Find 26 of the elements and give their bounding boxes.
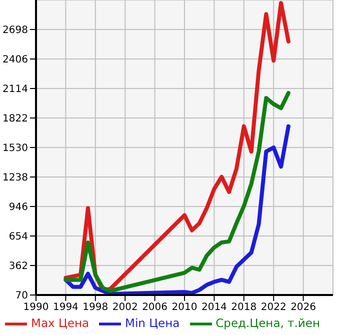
- y-tick-label: 1238: [2, 172, 28, 184]
- x-tick-label: 2022: [260, 302, 286, 314]
- x-tick-label: 2018: [231, 302, 257, 314]
- x-tick-label: 2010: [172, 302, 198, 314]
- legend-label: Max Цена: [31, 316, 90, 330]
- y-tick-label: 1530: [2, 143, 28, 154]
- y-tick-label: 654: [8, 232, 28, 243]
- y-tick-label: 362: [8, 261, 28, 272]
- y-tick-label: 2406: [2, 54, 28, 66]
- x-tick-label: 2026: [290, 302, 316, 314]
- legend-label: Min Цена: [125, 316, 180, 330]
- y-tick-label: 946: [8, 202, 28, 214]
- x-tick-label: 2014: [201, 302, 227, 314]
- line-series: [64, 90, 290, 293]
- y-tick-label: 1822: [2, 114, 28, 125]
- x-tick-label: 1990: [23, 302, 49, 314]
- y-tick-label: 70: [15, 290, 28, 302]
- y-tick-label: 2698: [2, 25, 28, 36]
- x-tick-label: 1998: [82, 302, 108, 314]
- legend-label: Сред.Цена, т.йен: [216, 316, 320, 330]
- y-tick-label: 2114: [2, 84, 28, 96]
- line-series: [64, 1, 290, 292]
- x-tick-label: 2002: [112, 302, 138, 314]
- line-series: [64, 124, 290, 295]
- x-tick-label: 2006: [142, 302, 168, 314]
- x-tick-label: 1994: [52, 302, 78, 314]
